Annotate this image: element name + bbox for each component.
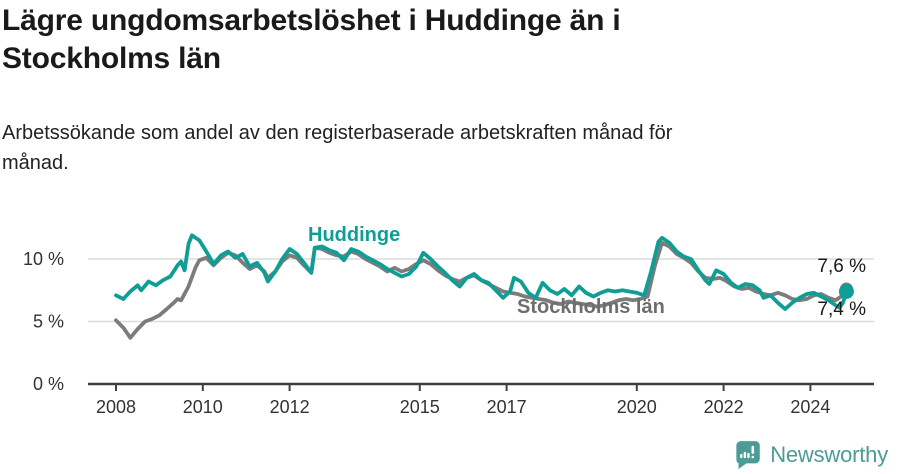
x-tick-label: 2020 xyxy=(617,397,657,417)
series-label-huddinge: Huddinge xyxy=(308,224,401,246)
x-tick-label: 2012 xyxy=(270,397,310,417)
brand-name: Newsworthy xyxy=(770,441,888,467)
x-tick-label: 2015 xyxy=(400,397,440,417)
y-tick-label: 0 % xyxy=(33,374,64,394)
x-tick-label: 2024 xyxy=(790,397,830,417)
end-value-label-huddinge: 7,4 % xyxy=(817,299,866,320)
end-value-label-stockholms-lan: 7,6 % xyxy=(817,256,866,277)
series-line-stockholms-l-n xyxy=(114,240,849,340)
x-tick-label: 2022 xyxy=(704,397,744,417)
series-label-stockholms-lan: Stockholms län xyxy=(517,296,665,318)
page-subtitle: Arbetssökande som andel av den registerb… xyxy=(2,122,673,174)
end-dot-huddinge xyxy=(838,284,854,299)
page-title: Lägre ungdomsarbetslöshet i Huddinge än … xyxy=(2,4,621,76)
y-tick-label: 5 % xyxy=(33,312,64,332)
series-line-huddinge xyxy=(114,233,849,311)
x-tick-label: 2017 xyxy=(487,397,527,417)
y-tick-label: 10 % xyxy=(23,249,64,269)
x-tick-label: 2008 xyxy=(96,397,136,417)
brand-footer: Newsworthy xyxy=(734,440,888,469)
x-tick-label: 2010 xyxy=(183,397,223,417)
newsworthy-logo-icon xyxy=(736,441,760,469)
